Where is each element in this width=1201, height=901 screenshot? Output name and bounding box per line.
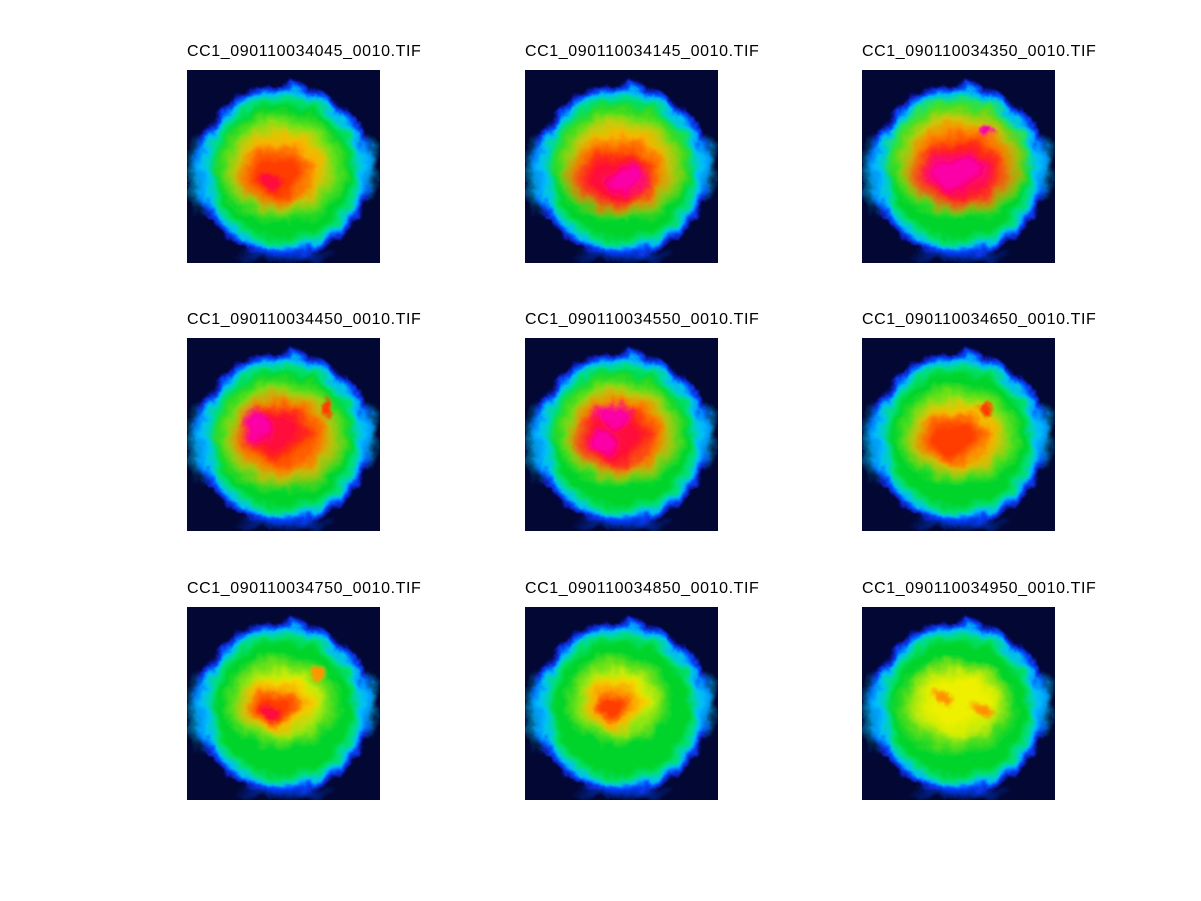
heat-blob xyxy=(862,607,1055,800)
subplot-cell: CC1_090110034650_0010.TIF xyxy=(862,311,1096,531)
heat-blob xyxy=(525,607,718,800)
thermal-image xyxy=(525,338,718,531)
subplot-cell: CC1_090110034145_0010.TIF xyxy=(525,43,759,263)
thermal-image xyxy=(525,607,718,800)
subplot-title: CC1_090110034045_0010.TIF xyxy=(187,43,422,60)
subplot-title: CC1_090110034550_0010.TIF xyxy=(525,311,760,328)
subplot-title: CC1_090110034750_0010.TIF xyxy=(187,580,422,597)
heat-blob xyxy=(862,70,1055,263)
subplot-cell: CC1_090110034750_0010.TIF xyxy=(187,580,421,800)
thermal-image xyxy=(862,70,1055,263)
subplot-cell: CC1_090110034550_0010.TIF xyxy=(525,311,759,531)
heat-blob xyxy=(187,338,380,531)
heat-blob xyxy=(525,70,718,263)
heat-blob xyxy=(862,338,1055,531)
subplot-title: CC1_090110034950_0010.TIF xyxy=(862,580,1097,597)
heat-blob xyxy=(525,338,718,531)
subplot-cell: CC1_090110034450_0010.TIF xyxy=(187,311,421,531)
subplot-title: CC1_090110034650_0010.TIF xyxy=(862,311,1097,328)
heat-blob xyxy=(187,607,380,800)
subplot-cell: CC1_090110034350_0010.TIF xyxy=(862,43,1096,263)
thermal-image xyxy=(862,338,1055,531)
subplot-title: CC1_090110034850_0010.TIF xyxy=(525,580,760,597)
subplot-cell: CC1_090110034045_0010.TIF xyxy=(187,43,421,263)
subplot-cell: CC1_090110034850_0010.TIF xyxy=(525,580,759,800)
subplot-title: CC1_090110034450_0010.TIF xyxy=(187,311,422,328)
thermal-image xyxy=(187,607,380,800)
subplot-title: CC1_090110034350_0010.TIF xyxy=(862,43,1097,60)
subplot-title: CC1_090110034145_0010.TIF xyxy=(525,43,760,60)
subplot-cell: CC1_090110034950_0010.TIF xyxy=(862,580,1096,800)
heat-blob xyxy=(187,70,380,263)
thermal-image xyxy=(187,70,380,263)
thermal-image xyxy=(862,607,1055,800)
thermal-image xyxy=(525,70,718,263)
thermal-image xyxy=(187,338,380,531)
